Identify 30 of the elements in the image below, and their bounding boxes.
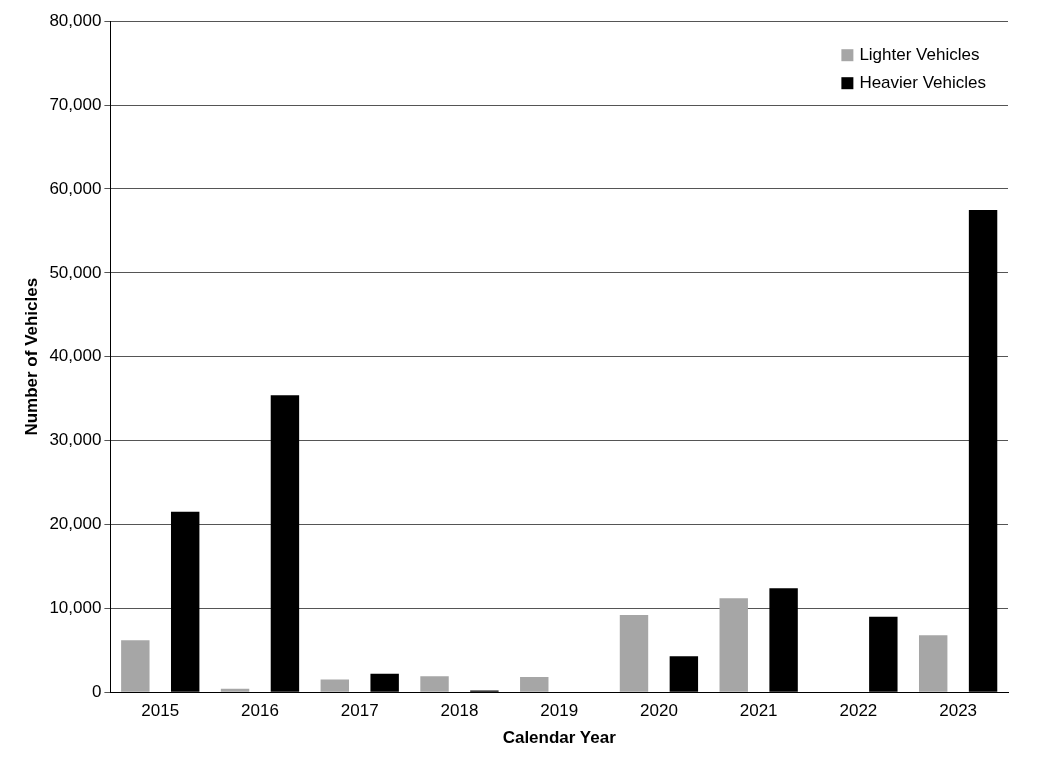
bar: [121, 640, 150, 692]
x-tick-label: 2023: [939, 701, 978, 721]
y-tick-label: 20,000: [49, 514, 102, 534]
y-axis-title: Number of Vehicles: [21, 277, 41, 436]
y-tick-label: 70,000: [49, 94, 102, 114]
bar: [619, 615, 649, 692]
legend-label: Lighter Vehicles: [859, 44, 980, 64]
bar: [420, 676, 449, 692]
x-tick-label: 2020: [640, 701, 678, 721]
x-tick-label: 2017: [340, 701, 379, 721]
x-tick-label: 2019: [540, 701, 579, 721]
y-tick-label: 30,000: [49, 430, 102, 450]
x-tick-label: 2018: [440, 701, 479, 721]
bar: [918, 635, 948, 692]
y-tick-label: 0: [91, 681, 102, 701]
bar: [320, 679, 350, 692]
bar: [719, 598, 748, 692]
legend-label: Heavier Vehicles: [859, 72, 986, 92]
y-tick-label: 10,000: [49, 598, 102, 618]
x-tick-label: 2022: [839, 701, 878, 721]
x-axis-title: Calendar Year: [502, 728, 617, 748]
x-tick-label: 2021: [739, 701, 778, 721]
bar: [520, 677, 549, 692]
x-tick-label: 2015: [141, 701, 180, 721]
y-tick-label: 80,000: [49, 10, 102, 30]
bar: [220, 688, 250, 692]
y-tick-label: 60,000: [49, 178, 102, 198]
y-tick-label: 50,000: [49, 262, 102, 282]
x-tick-label: 2016: [241, 701, 279, 721]
y-tick-label: 40,000: [49, 346, 102, 366]
